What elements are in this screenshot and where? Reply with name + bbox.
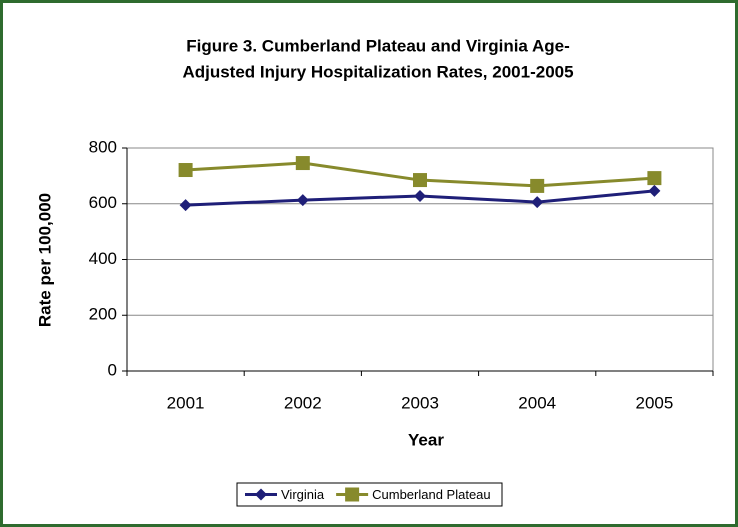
data-point (531, 196, 544, 209)
data-point (413, 173, 427, 188)
y-tick-label: 400 (89, 249, 117, 268)
y-tick-label: 800 (89, 137, 117, 156)
chart-title: Figure 3. Cumberland Plateau and Virgini… (186, 36, 570, 55)
x-tick-label: 2004 (518, 393, 556, 412)
legend-marker (345, 487, 360, 502)
y-axis-label: Rate per 100,000 (35, 193, 54, 327)
x-tick-label: 2002 (284, 393, 322, 412)
data-point (178, 163, 193, 178)
data-point (647, 171, 662, 186)
legend-box (236, 482, 503, 507)
legend-label: Cumberland Plateau (372, 487, 491, 502)
data-point (648, 184, 661, 197)
y-tick-label: 600 (89, 193, 117, 212)
data-point (296, 194, 309, 207)
y-tick-label: 0 (108, 360, 117, 379)
x-tick-label: 2003 (401, 393, 439, 412)
chart-title: Adjusted Injury Hospitalization Rates, 2… (182, 62, 573, 81)
legend-label: Virginia (281, 487, 325, 502)
data-point (179, 199, 192, 212)
data-point (414, 189, 426, 202)
x-tick-label: 2005 (635, 393, 673, 412)
y-tick-label: 200 (89, 305, 117, 324)
data-point (530, 178, 545, 193)
x-axis-label: Year (408, 430, 444, 449)
data-point (295, 156, 310, 171)
x-tick-label: 2001 (167, 393, 205, 412)
legend-marker (255, 488, 267, 501)
